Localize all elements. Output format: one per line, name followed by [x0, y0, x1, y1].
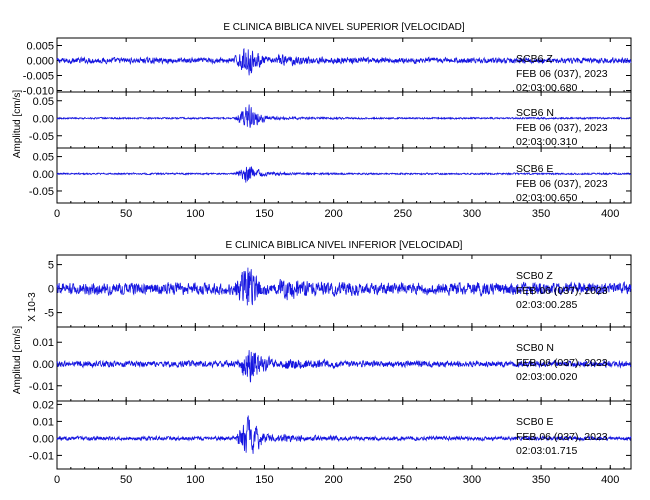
x-tick-label: 100 — [186, 474, 204, 486]
y-tick-label: 0.00 — [33, 359, 54, 371]
x-tick-label: 400 — [601, 208, 619, 220]
chart-group-1: E CLINICA BIBLICA NIVEL SUPERIOR [VELOCI… — [12, 22, 632, 220]
station-channel-label: SCB6 N — [516, 107, 554, 119]
y-tick-label: 0.00 — [33, 433, 54, 445]
y-tick-label: 0.00 — [33, 169, 54, 181]
x-tick-label: 350 — [532, 474, 550, 486]
station-channel-label: SCB6 Z — [516, 53, 553, 65]
date-label: FEB 06 (037), 2023 — [516, 431, 608, 443]
trace-panel-scb0-z: 5 0 -5 SCB0 Z FEB 06 (037), 2023 02:03:00.285 — [44, 254, 632, 328]
waveform-trace — [56, 48, 632, 76]
x-tick-label: 200 — [324, 474, 342, 486]
y-tick-label: 0.00 — [33, 113, 54, 125]
waveform-trace — [56, 415, 632, 454]
date-label: FEB 06 (037), 2023 — [516, 357, 608, 369]
chart-title: E CLINICA BIBLICA NIVEL INFERIOR [VELOCI… — [226, 240, 463, 251]
y-tick-label: 0.01 — [33, 337, 54, 349]
waveform-trace — [56, 104, 632, 128]
y-tick-label: 5 — [48, 260, 54, 272]
station-channel-label: SCB6 E — [516, 163, 553, 175]
x-tick-label: 0 — [54, 474, 60, 486]
date-label: FEB 06 (037), 2023 — [516, 122, 608, 134]
date-label: FEB 06 (037), 2023 — [516, 68, 608, 80]
trace-panel-scb6-z: 0.005 0.000 -0.005 -0.010 SCB6 Z FEB 06 (037)… — [23, 37, 632, 98]
time-label: 02:03:01.715 — [516, 445, 577, 457]
station-channel-label: SCB0 Z — [516, 270, 553, 282]
chart-group-2: E CLINICA BIBLICA NIVEL INFERIOR [VELOCI… — [12, 240, 632, 486]
trace-panel-scb6-e: 0.05 0.00 -0.05 SCB6 E FEB 06 (037), 2023 02:… — [29, 147, 632, 204]
y-tick-label: 0.05 — [33, 152, 54, 164]
x-tick-label: 150 — [255, 208, 273, 220]
x-tick-label: 50 — [120, 208, 132, 220]
station-channel-label: SCB0 N — [516, 342, 554, 354]
waveform-trace — [56, 267, 632, 306]
y-axis-label: Amplitud [cm/s] — [12, 326, 23, 395]
y-axis-label: Amplitud [cm/s] — [12, 90, 23, 159]
x-tick-label: 400 — [601, 474, 619, 486]
time-label: 02:03:00.285 — [516, 299, 577, 311]
chart-title: E CLINICA BIBLICA NIVEL SUPERIOR [VELOCI… — [223, 22, 465, 33]
y-tick-label: -0.05 — [29, 186, 54, 198]
x-tick-label: 150 — [255, 474, 273, 486]
trace-panel-scb6-n: 0.05 0.00 -0.05 SCB6 N FEB 06 (037), 2023 02:… — [29, 91, 632, 149]
date-label: FEB 06 (037), 2023 — [516, 178, 608, 190]
time-label: 02:03:00.680 — [516, 82, 577, 94]
waveform-trace — [56, 350, 632, 383]
time-label: 02:03:00.650 — [516, 192, 577, 204]
y-tick-label: 0.01 — [33, 416, 54, 428]
waveform-trace — [56, 166, 632, 183]
date-label: FEB 06 (037), 2023 — [516, 285, 608, 297]
trace-panel-scb0-e: 0.02 0.01 0.00 -0.01 SCB0 E FEB 06 (037), 202… — [29, 399, 632, 470]
y-tick-label: -0.010 — [23, 86, 54, 98]
time-label: 02:03:00.310 — [516, 136, 577, 148]
y-tick-label: 0 — [48, 284, 54, 296]
y-tick-label: -0.01 — [29, 450, 54, 462]
y-tick-label: -0.01 — [29, 381, 54, 393]
x-tick-label: 250 — [394, 474, 412, 486]
y-tick-label: -0.005 — [23, 71, 54, 83]
x-tick-label: 0 — [54, 208, 60, 220]
x-tick-label: 300 — [463, 208, 481, 220]
x-tick-label: 200 — [324, 208, 342, 220]
panel-frame — [56, 400, 632, 470]
y-tick-label: 0.02 — [33, 399, 54, 411]
y-tick-label: 0.000 — [26, 56, 54, 68]
y-tick-label: -0.05 — [29, 131, 54, 143]
y-tick-label: 0.05 — [33, 96, 54, 108]
trace-panel-scb0-n: 0.01 0.00 -0.01 SCB0 N FEB 06 (037), 2023 02:… — [29, 326, 632, 402]
panel-frame — [56, 147, 632, 204]
x-tick-label: 100 — [186, 208, 204, 220]
y-tick-label: -5 — [44, 308, 54, 320]
station-channel-label: SCB0 E — [516, 416, 553, 428]
scale-note: X 10-3 — [27, 292, 38, 322]
x-tick-label: 50 — [120, 474, 132, 486]
y-tick-label: 0.005 — [26, 41, 54, 53]
x-tick-label: 300 — [463, 474, 481, 486]
x-tick-label: 350 — [532, 208, 550, 220]
time-label: 02:03:00.020 — [516, 371, 577, 383]
x-tick-label: 250 — [394, 208, 412, 220]
